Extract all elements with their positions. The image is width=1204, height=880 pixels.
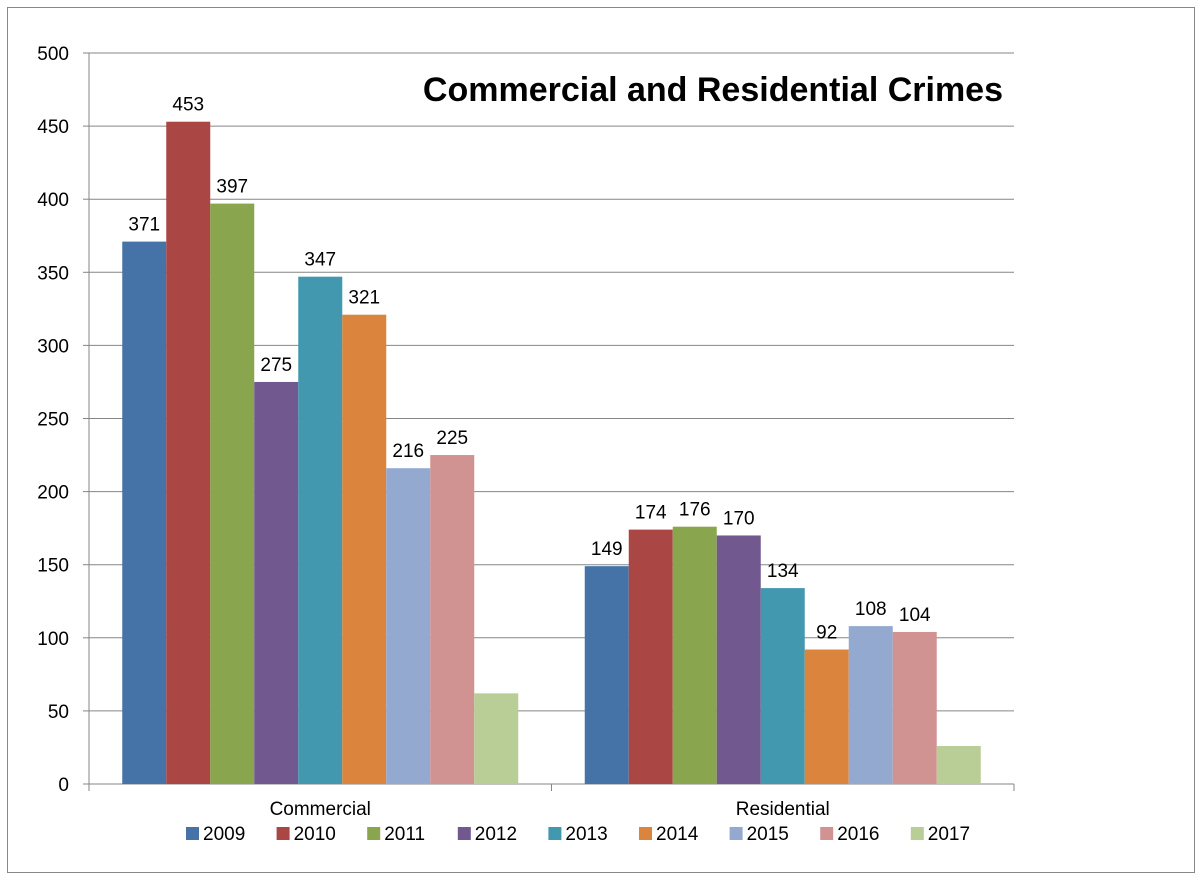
data-label-residential-2012: 170 <box>723 508 755 529</box>
legend-swatch-2013 <box>548 827 562 840</box>
legend-swatch-2011 <box>367 827 381 840</box>
bar-residential-2017 <box>936 745 981 784</box>
bar-residential-2014 <box>804 649 849 784</box>
category-label-commercial: Commercial <box>270 799 371 820</box>
category-label-residential: Residential <box>736 799 830 820</box>
bar-commercial-2017 <box>474 693 519 784</box>
chart-title: Commercial and Residential Crimes <box>423 71 1003 109</box>
y-tick-label-0: 0 <box>58 775 69 796</box>
bar-residential-2013 <box>760 588 805 784</box>
legend-label-2017: 2017 <box>928 824 970 845</box>
legend-swatch-2009 <box>186 827 199 840</box>
data-label-residential-2016: 104 <box>899 605 931 626</box>
legend-label-2009: 2009 <box>203 824 245 845</box>
data-label-residential-2011: 176 <box>679 500 711 521</box>
data-label-commercial-2012: 275 <box>260 355 292 376</box>
bar-commercial-2010 <box>166 121 211 785</box>
bar-commercial-2013 <box>298 276 343 784</box>
data-label-commercial-2014: 321 <box>348 288 380 309</box>
legend-label-2011: 2011 <box>384 824 425 845</box>
data-label-commercial-2009: 371 <box>128 215 160 236</box>
y-tick-label-500: 500 <box>37 44 69 65</box>
bar-residential-2016 <box>892 631 937 784</box>
legend-label-2014: 2014 <box>656 824 699 845</box>
data-label-residential-2010: 174 <box>635 503 667 524</box>
legend-swatch-2015 <box>729 827 743 840</box>
legend-label-2013: 2013 <box>565 824 607 845</box>
legend-swatch-2017 <box>910 827 924 840</box>
bar-residential-2015 <box>848 626 893 784</box>
y-tick-label-350: 350 <box>37 263 69 284</box>
y-tick-label-150: 150 <box>37 556 69 577</box>
legend-swatch-2014 <box>639 827 652 840</box>
bar-residential-2012 <box>716 535 761 784</box>
axes: 0 50 100 150 200 250 300 350 400 450 500 Commercial… <box>37 44 1015 820</box>
chart-svg: 0 50 100 150 200 250 300 350 400 450 500 Commercial… <box>37 44 1015 845</box>
data-label-commercial-2015: 216 <box>392 441 424 462</box>
data-label-residential-2013: 134 <box>767 561 799 582</box>
bar-commercial-2011 <box>210 203 255 784</box>
bar-residential-2011 <box>672 526 717 784</box>
data-label-commercial-2011: 397 <box>216 177 248 198</box>
bar-commercial-2009 <box>122 241 167 784</box>
bar-commercial-2014 <box>342 314 387 784</box>
bar-residential-2009 <box>584 566 629 784</box>
legend-label-2012: 2012 <box>475 824 517 845</box>
data-label-commercial-2016: 225 <box>436 428 468 449</box>
legend-label-2015: 2015 <box>747 824 789 845</box>
y-tick-label-400: 400 <box>37 190 69 211</box>
y-tick-label-450: 450 <box>37 117 69 138</box>
data-label-commercial-2010: 453 <box>172 95 204 116</box>
legend: 2009 2010 2011 2012 2013 2014 2015 2016 2017 <box>186 824 970 845</box>
legend-swatch-2010 <box>276 827 290 840</box>
bar-commercial-2012 <box>254 381 299 784</box>
legend-label-2010: 2010 <box>294 824 336 845</box>
data-label-residential-2014: 92 <box>816 622 837 643</box>
data-label-residential-2009: 149 <box>591 539 623 560</box>
y-tick-label-300: 300 <box>37 336 69 357</box>
y-tick-label-100: 100 <box>37 629 69 650</box>
bars <box>122 121 981 785</box>
bar-residential-2010 <box>628 529 673 784</box>
legend-label-2016: 2016 <box>837 824 879 845</box>
data-label-commercial-2013: 347 <box>304 250 336 271</box>
y-tick-label-250: 250 <box>37 410 69 431</box>
y-tick-label-50: 50 <box>48 702 69 723</box>
legend-swatch-2012 <box>457 827 471 840</box>
bar-commercial-2015 <box>386 468 431 784</box>
chart-frame: 0 50 100 150 200 250 300 350 400 450 500 Commercial… <box>7 7 1195 873</box>
data-labels: 371 149 453 174 397 176 275 170 347 134 321 92 216 10… <box>128 95 931 644</box>
data-label-residential-2015: 108 <box>855 599 887 620</box>
y-tick-label-200: 200 <box>37 483 69 504</box>
bar-commercial-2016 <box>430 455 475 784</box>
legend-swatch-2016 <box>820 827 834 840</box>
